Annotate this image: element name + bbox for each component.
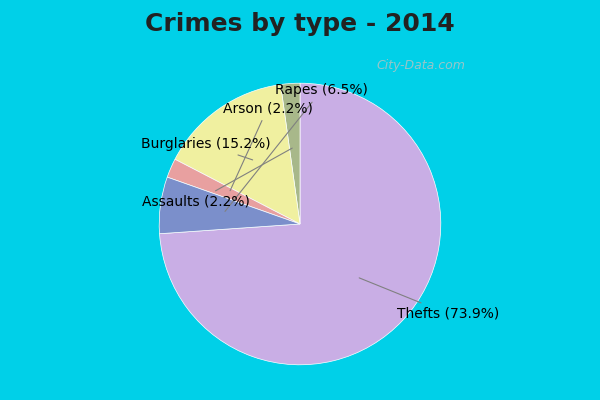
Text: City-Data.com: City-Data.com (377, 58, 466, 72)
Text: Arson (2.2%): Arson (2.2%) (223, 101, 313, 191)
Wedge shape (175, 84, 300, 224)
Wedge shape (160, 83, 441, 365)
Wedge shape (281, 83, 300, 224)
Text: Assaults (2.2%): Assaults (2.2%) (142, 148, 292, 209)
Text: Burglaries (15.2%): Burglaries (15.2%) (142, 137, 271, 160)
Text: Crimes by type - 2014: Crimes by type - 2014 (145, 12, 455, 36)
Text: Rapes (6.5%): Rapes (6.5%) (225, 83, 368, 211)
Wedge shape (159, 177, 300, 234)
Wedge shape (167, 159, 300, 224)
Text: Thefts (73.9%): Thefts (73.9%) (359, 278, 499, 321)
